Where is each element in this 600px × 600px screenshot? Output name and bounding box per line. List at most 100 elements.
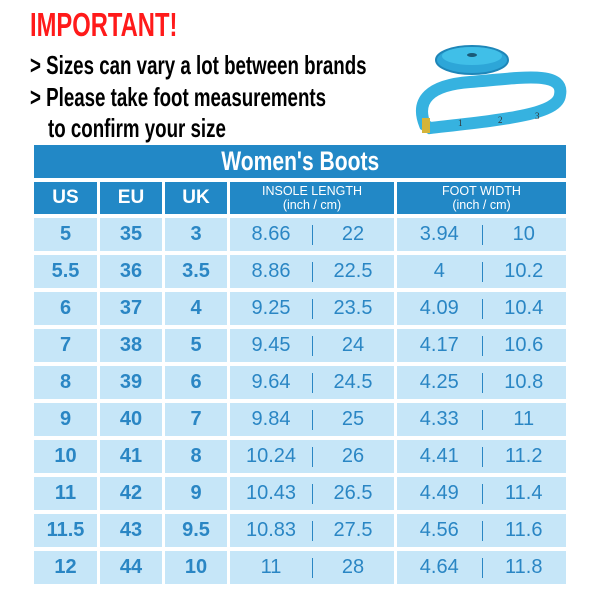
- note-line: > Sizes can vary a lot between brands: [30, 50, 367, 80]
- divider: [481, 336, 483, 356]
- width-inch: 3.94: [419, 223, 459, 245]
- width-inch: 4.33: [419, 408, 459, 430]
- cell-eu: 35: [100, 218, 162, 251]
- cell-foot-width: 3.94 10: [397, 218, 566, 251]
- insole-inch: 10.43: [245, 482, 297, 504]
- cell-uk: 7: [165, 403, 227, 436]
- cell-eu: 43: [100, 514, 162, 547]
- header-uk: UK: [165, 182, 227, 214]
- cell-eu: 37: [100, 292, 162, 325]
- width-inch: 4.17: [419, 334, 459, 356]
- divider: [312, 262, 313, 282]
- insole-cm: 27.5: [333, 519, 373, 541]
- insole-inch: 9.84: [251, 408, 291, 430]
- cell-insole: 9.84 25: [230, 403, 394, 436]
- insole-inch: 11: [260, 556, 282, 578]
- cell-uk: 10: [165, 551, 227, 584]
- measuring-tape-icon: 1 2 3: [416, 45, 567, 135]
- table-row: 9 40 7 9.84 25 4.33 11: [34, 403, 566, 436]
- header-insole: INSOLE LENGTH (inch / cm): [230, 182, 394, 214]
- table-row: 6 37 4 9.25 23.5 4.09 10.4: [34, 292, 566, 325]
- cell-insole: 8.86 22.5: [230, 255, 394, 288]
- insole-cm: 26.5: [333, 482, 373, 504]
- width-inch: 4.49: [419, 482, 459, 504]
- divider: [481, 447, 483, 467]
- cell-insole: 9.45 24: [230, 329, 394, 362]
- cell-us: 11: [34, 477, 97, 510]
- table-row: 11.5 43 9.5 10.83 27.5 4.56 11.6: [34, 514, 566, 547]
- divider: [481, 299, 483, 319]
- cell-eu: 40: [100, 403, 162, 436]
- cell-insole: 9.64 24.5: [230, 366, 394, 399]
- cell-foot-width: 4.25 10.8: [397, 366, 566, 399]
- cell-us: 8: [34, 366, 97, 399]
- width-cm: 11.8: [505, 556, 543, 578]
- cell-eu: 41: [100, 440, 162, 473]
- cell-us: 7: [34, 329, 97, 362]
- important-heading: IMPORTANT!: [30, 6, 178, 43]
- width-cm: 10.8: [504, 371, 544, 393]
- header-row: US EU UK INSOLE LENGTH (inch / cm) FOOT W…: [34, 182, 566, 214]
- width-cm: 10: [512, 223, 535, 245]
- svg-text:3: 3: [535, 111, 540, 121]
- table-row: 11 42 9 10.43 26.5 4.49 11.4: [34, 477, 566, 510]
- insole-inch: 9.64: [251, 371, 291, 393]
- table-row: 5 35 3 8.66 22 3.94 10: [34, 218, 566, 251]
- cell-uk: 5: [165, 329, 227, 362]
- cell-foot-width: 4.09 10.4: [397, 292, 566, 325]
- divider: [481, 225, 483, 245]
- insole-cm: 24.5: [333, 371, 373, 393]
- cell-eu: 44: [100, 551, 162, 584]
- divider: [312, 336, 313, 356]
- insole-inch: 10.83: [245, 519, 297, 541]
- width-cm: 11.6: [505, 519, 543, 541]
- width-cm: 10.4: [504, 297, 544, 319]
- cell-insole: 9.25 23.5: [230, 292, 394, 325]
- table-row: 5.5 36 3.5 8.86 22.5 4 10.2: [34, 255, 566, 288]
- insole-inch: 10.24: [245, 445, 297, 467]
- note-line: to confirm your size: [48, 113, 226, 143]
- insole-cm: 22: [341, 223, 365, 245]
- cell-us: 9: [34, 403, 97, 436]
- divider: [312, 225, 313, 245]
- divider: [481, 373, 483, 393]
- cell-us: 6: [34, 292, 97, 325]
- table-row: 7 38 5 9.45 24 4.17 10.6: [34, 329, 566, 362]
- cell-insole: 10.24 26: [230, 440, 394, 473]
- cell-foot-width: 4.17 10.6: [397, 329, 566, 362]
- cell-foot-width: 4.64 11.8: [397, 551, 566, 584]
- cell-uk: 9: [165, 477, 227, 510]
- width-inch: 4.56: [419, 519, 459, 541]
- cell-eu: 39: [100, 366, 162, 399]
- width-inch: 4: [433, 260, 445, 282]
- cell-foot-width: 4.41 11.2: [397, 440, 566, 473]
- width-inch: 4.41: [419, 445, 459, 467]
- divider: [312, 521, 313, 541]
- divider: [312, 484, 313, 504]
- divider: [481, 410, 483, 430]
- width-cm: 11.4: [505, 482, 543, 504]
- width-inch: 4.64: [419, 556, 459, 578]
- cell-us: 12: [34, 551, 97, 584]
- table-row: 10 41 8 10.24 26 4.41 11.2: [34, 440, 566, 473]
- header-foot-width: FOOT WIDTH (inch / cm): [397, 182, 566, 214]
- cell-uk: 4: [165, 292, 227, 325]
- divider: [481, 262, 483, 282]
- cell-foot-width: 4.49 11.4: [397, 477, 566, 510]
- header-eu: EU: [100, 182, 162, 214]
- width-cm: 11: [513, 408, 535, 430]
- cell-eu: 36: [100, 255, 162, 288]
- insole-cm: 24: [341, 334, 365, 356]
- size-table: Women's Boots US EU UK INSOLE LENGTH (inc…: [34, 145, 566, 584]
- insole-cm: 25: [341, 408, 365, 430]
- cell-uk: 3: [165, 218, 227, 251]
- insole-inch: 8.66: [251, 223, 291, 245]
- table-row: 12 44 10 11 28 4.64 11.8: [34, 551, 566, 584]
- cell-uk: 6: [165, 366, 227, 399]
- insole-inch: 9.45: [251, 334, 291, 356]
- divider: [312, 299, 313, 319]
- divider: [481, 484, 483, 504]
- insole-cm: 23.5: [333, 297, 373, 319]
- width-inch: 4.25: [419, 371, 459, 393]
